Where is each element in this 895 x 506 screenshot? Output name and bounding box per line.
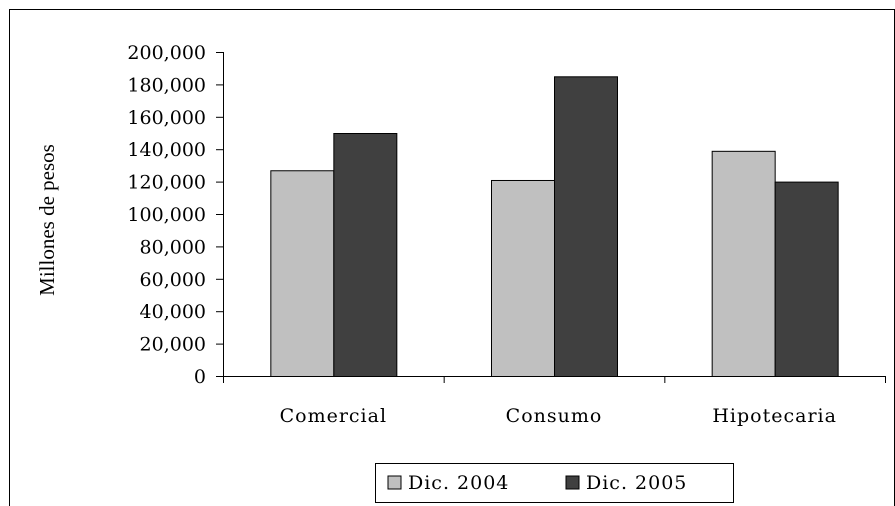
y-tick-label: 180,000 xyxy=(127,74,206,96)
y-tick-label: 20,000 xyxy=(140,334,206,356)
legend: Dic. 2004 Dic. 2005 xyxy=(375,463,734,503)
bar-dic-2005-comercial xyxy=(333,133,398,377)
legend-box xyxy=(375,463,734,503)
legend-label-dic-2004: Dic. 2004 xyxy=(408,472,509,494)
bar-dic-2005-consumo xyxy=(554,76,618,378)
x-category-label: Consumo xyxy=(506,405,603,427)
y-tick-label: 200,000 xyxy=(127,42,206,64)
bar-dic-2005-hipotecaria xyxy=(774,181,839,377)
y-tick-label: 140,000 xyxy=(127,139,206,161)
y-tick-label: 0 xyxy=(194,366,206,388)
bar-dic-2004-hipotecaria xyxy=(711,150,776,377)
x-axis-labels: Comercial Consumo Hipotecaria xyxy=(280,405,837,427)
legend-label-dic-2005: Dic. 2005 xyxy=(586,472,687,494)
legend-swatch-dic-2004 xyxy=(387,475,402,490)
x-category-label: Comercial xyxy=(280,405,387,427)
legend-swatch-dic-2005 xyxy=(565,475,580,490)
y-tick-label: 80,000 xyxy=(140,236,206,258)
y-axis-title: Millones de pesos xyxy=(35,144,59,296)
bar-dic-2004-comercial xyxy=(270,170,335,377)
y-tick-label: 100,000 xyxy=(127,204,206,226)
y-axis-ticks: 0 20,000 40,000 60,000 80,000 100,000 120,000 1… xyxy=(127,42,223,388)
y-tick-label: 120,000 xyxy=(127,172,206,194)
y-tick-label: 40,000 xyxy=(140,301,206,323)
bar-dic-2004-consumo xyxy=(491,179,555,377)
x-category-label: Hipotecaria xyxy=(712,405,837,427)
axes xyxy=(223,52,886,383)
y-tick-label: 60,000 xyxy=(140,269,206,291)
bars xyxy=(270,76,839,378)
y-tick-label: 160,000 xyxy=(127,107,206,129)
